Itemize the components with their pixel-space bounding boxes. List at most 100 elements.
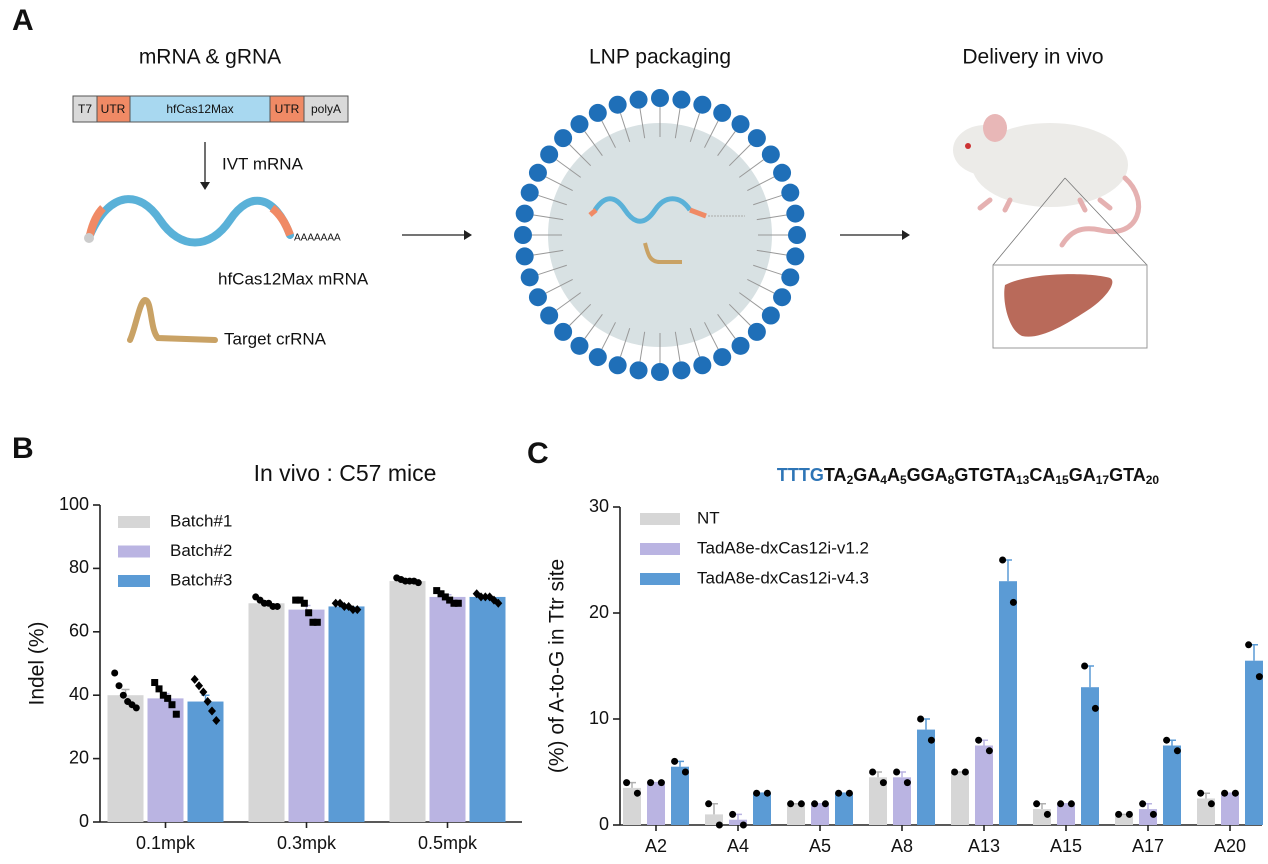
segment-label: T7 <box>78 102 92 116</box>
data-point <box>763 789 771 797</box>
legend-label: TadA8e-dxCas12i-v1.2 <box>697 538 869 557</box>
lipid-tail <box>545 279 573 294</box>
data-point <box>119 691 127 699</box>
data-point <box>879 779 887 787</box>
data-point <box>821 800 829 808</box>
bar <box>1245 660 1263 825</box>
utr <box>269 204 294 237</box>
x-tick-label: A17 <box>1132 836 1164 856</box>
title-part: GGA <box>907 465 948 485</box>
data-point <box>340 601 349 611</box>
lipid-head <box>781 183 800 202</box>
data-point <box>115 682 123 690</box>
y-axis-label: Indel (%) <box>26 621 49 705</box>
lipid-tail <box>538 194 567 206</box>
lipid-head <box>520 183 539 202</box>
legend-swatch <box>640 513 680 525</box>
y-tick-label: 20 <box>589 602 609 622</box>
data-point <box>917 715 925 723</box>
data-point <box>671 757 679 765</box>
lipid-head <box>731 115 750 134</box>
bar <box>811 803 829 825</box>
lipid-tail <box>545 176 573 191</box>
bar <box>917 729 935 825</box>
data-point <box>111 669 119 677</box>
lipid-tail <box>717 131 736 157</box>
segment <box>129 95 271 123</box>
data-point <box>811 800 819 808</box>
bar <box>671 766 689 825</box>
data-point <box>212 716 221 726</box>
title-part: TA <box>824 465 847 485</box>
x-tick-label: 0.3mpk <box>277 833 337 853</box>
data-point <box>985 747 993 755</box>
segment-label: polyA <box>311 102 341 116</box>
data-point <box>296 596 304 604</box>
segment-label: UTR <box>275 102 300 116</box>
title-part: 20 <box>1146 473 1160 487</box>
data-point <box>1139 800 1147 808</box>
mouse-feet <box>977 197 1113 213</box>
legend-swatch <box>118 545 150 558</box>
bar <box>107 695 144 822</box>
data-point <box>1207 800 1215 808</box>
lipid-tail <box>601 120 616 148</box>
data-point <box>1221 789 1229 797</box>
lipid-tail <box>533 249 564 256</box>
data-point <box>657 779 665 787</box>
lipid-tail <box>747 279 775 294</box>
mouse-tail <box>1059 175 1142 248</box>
data-point <box>155 685 163 693</box>
lipid-head <box>629 361 648 380</box>
lipid-tail <box>619 328 631 357</box>
lipid-head <box>651 363 669 381</box>
lipid-tail <box>533 214 564 221</box>
title-part: 5 <box>900 473 907 487</box>
lipid-head <box>761 145 780 164</box>
data-point <box>446 596 454 604</box>
data-point <box>305 609 313 617</box>
data-point <box>331 598 340 608</box>
data-point <box>441 593 449 601</box>
title-part: 17 <box>1096 473 1110 487</box>
bar <box>1115 814 1133 825</box>
data-point <box>450 599 458 607</box>
data-point <box>1009 598 1017 606</box>
data-point <box>787 800 795 808</box>
data-point <box>348 605 357 615</box>
segment <box>96 95 131 123</box>
lipid-head <box>528 163 547 182</box>
data-point <box>353 605 362 615</box>
construct <box>72 95 349 123</box>
lipid-tail <box>756 214 787 221</box>
data-point <box>309 618 317 626</box>
data-point <box>705 800 713 808</box>
lipid-tail <box>584 131 603 157</box>
data-point <box>172 710 180 718</box>
lipid-head <box>747 322 766 341</box>
lipid-tail <box>556 292 582 311</box>
lipid-head <box>608 95 627 114</box>
lipid-tail <box>753 194 782 206</box>
data-point <box>999 556 1007 564</box>
data-point <box>1091 704 1099 712</box>
lipid-head <box>773 163 792 182</box>
bar <box>389 581 426 822</box>
lipid-tail <box>538 264 567 276</box>
lipid-tail <box>689 113 701 142</box>
lnp <box>514 89 806 381</box>
polya-tail: AAAAAAA <box>294 233 341 244</box>
bar <box>729 819 747 825</box>
utr <box>689 207 707 219</box>
y-tick-label: 80 <box>69 557 89 577</box>
lipid-tail <box>747 176 775 191</box>
lipid-tail <box>569 303 592 326</box>
data-point <box>1231 789 1239 797</box>
x-tick-label: 0.1mpk <box>136 833 196 853</box>
lipid-tail <box>674 331 681 362</box>
title-part: 4 <box>880 473 887 487</box>
lipid-tail <box>728 303 751 326</box>
lipid-head <box>540 306 559 325</box>
lipid-head <box>786 247 805 266</box>
segment-label: UTR <box>101 102 126 116</box>
